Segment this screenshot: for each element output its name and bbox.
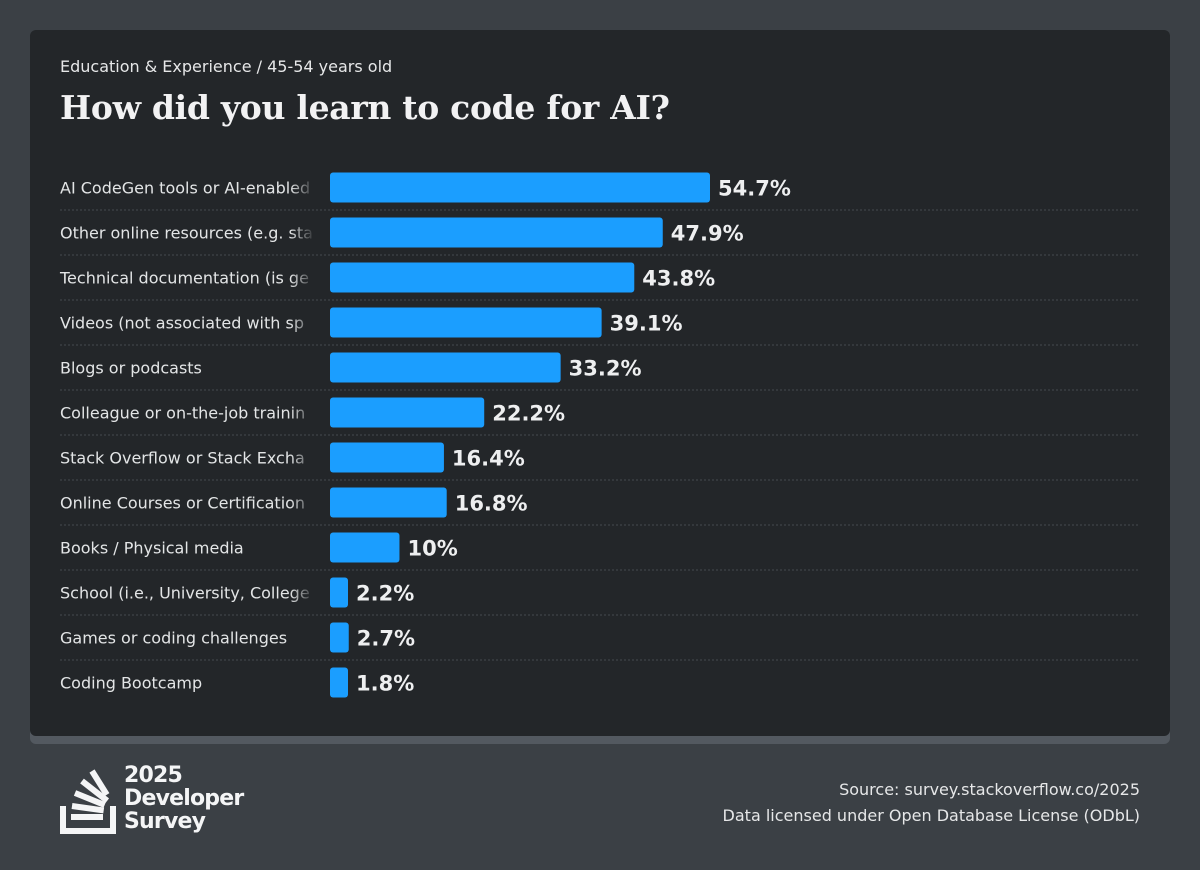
label-fade	[290, 398, 315, 427]
label-fades	[290, 173, 315, 697]
value-label: 54.7%	[718, 177, 791, 201]
value-label: 16.4%	[452, 447, 525, 471]
bar	[330, 577, 348, 608]
logo-year: 2025	[124, 763, 183, 788]
category-label: Online Courses or Certification	[60, 494, 305, 513]
bar	[330, 352, 561, 383]
source-link[interactable]: Source: survey.stackoverflow.co/2025	[839, 780, 1140, 799]
bar	[330, 217, 663, 248]
bar	[330, 307, 602, 338]
logo-line-survey: Survey	[124, 809, 206, 834]
bar	[330, 667, 348, 698]
category-label: School (i.e., University, College	[60, 584, 310, 603]
label-fade	[290, 578, 315, 607]
label-fade	[290, 263, 315, 292]
bar	[330, 442, 444, 473]
row-dividers	[60, 209, 1140, 661]
category-label: Stack Overflow or Stack Excha	[60, 449, 305, 468]
category-label: Technical documentation (is ge	[59, 269, 309, 288]
value-label: 43.8%	[642, 267, 715, 291]
value-label: 39.1%	[610, 312, 683, 336]
category-label: Other online resources (e.g. sta	[60, 224, 313, 243]
label-fade	[290, 218, 315, 247]
category-label: Coding Bootcamp	[60, 674, 202, 693]
survey-logo-text: 2025 Developer Survey	[124, 763, 244, 834]
bar	[330, 622, 349, 653]
label-fade	[290, 668, 315, 697]
label-fade	[290, 173, 315, 202]
category-labels: AI CodeGen tools or AI-enabled Other onli…	[59, 179, 313, 693]
label-fade	[290, 443, 315, 472]
bar	[330, 262, 635, 293]
label-fade	[290, 308, 315, 337]
stack-overflow-logo-icon	[60, 769, 116, 834]
chart-title: How did you learn to code for AI?	[60, 88, 670, 127]
category-label: Games or coding challenges	[60, 629, 287, 648]
category-label: Blogs or podcasts	[60, 359, 202, 378]
label-fade	[290, 533, 315, 562]
value-label: 2.7%	[357, 627, 415, 651]
category-label: Videos (not associated with sp	[60, 314, 304, 333]
chart-subtitle: Education & Experience / 45-54 years old	[60, 57, 393, 76]
value-label: 2.2%	[356, 582, 414, 606]
chart-card: Education & Experience / 45-54 years old…	[30, 30, 1170, 736]
label-fade	[290, 623, 315, 652]
logo-line-developer: Developer	[124, 786, 244, 811]
label-fade	[290, 353, 315, 382]
value-label: 10%	[407, 537, 457, 561]
bar	[330, 172, 710, 203]
value-label: 22.2%	[492, 402, 565, 426]
category-label: Colleague or on-the-job trainin	[60, 404, 305, 423]
value-labels: 54.7% 47.9% 43.8% 39.1% 33.2%22.2% 16.4% 16.8%…	[356, 177, 791, 696]
bar	[330, 532, 400, 563]
value-label: 1.8%	[356, 672, 414, 696]
label-fade	[290, 488, 315, 517]
bars	[330, 172, 710, 698]
value-label: 16.8%	[455, 492, 528, 516]
source-info: Source: survey.stackoverflow.co/2025 Dat…	[723, 777, 1140, 829]
bar	[330, 487, 447, 518]
category-label: AI CodeGen tools or AI-enabled	[60, 179, 310, 198]
license-text: Data licensed under Open Database Licens…	[722, 806, 1140, 825]
bar	[330, 397, 485, 428]
category-label: Books / Physical media	[60, 539, 244, 558]
value-label: 33.2%	[569, 357, 642, 381]
value-label: 47.9%	[671, 222, 744, 246]
